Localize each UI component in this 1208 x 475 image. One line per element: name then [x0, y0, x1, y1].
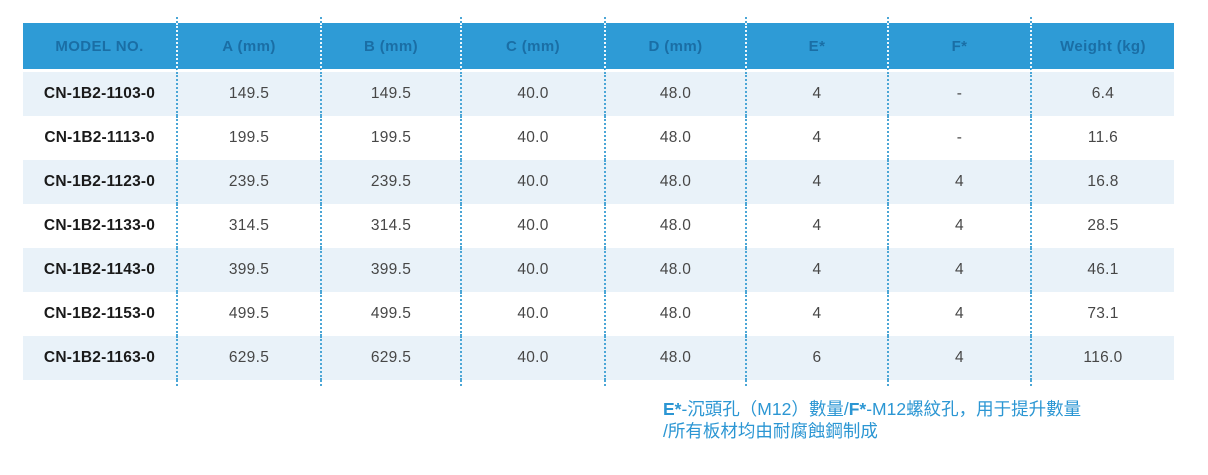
cell-b: 399.5	[320, 248, 460, 292]
divider-overhang-top	[23, 17, 1174, 23]
cell-b: 199.5	[320, 116, 460, 160]
col-header-c: C (mm)	[460, 23, 604, 72]
col-header-f: F*	[887, 23, 1030, 72]
cell-f: -	[887, 72, 1030, 116]
cell-c: 40.0	[460, 336, 604, 380]
table-row: CN-1B2-1143-0 399.5 399.5 40.0 48.0 4 4 46.1	[23, 248, 1174, 292]
table-row: CN-1B2-1123-0 239.5 239.5 40.0 48.0 4 4 16.8	[23, 160, 1174, 204]
cell-b: 149.5	[320, 72, 460, 116]
col-header-weight: Weight (kg)	[1030, 23, 1174, 72]
footnote-line2: /所有板材均由耐腐蝕鋼制成	[663, 420, 878, 441]
divider-dot	[604, 380, 745, 386]
cell-a: 629.5	[176, 336, 320, 380]
cell-d: 48.0	[604, 160, 745, 204]
divider-dot	[887, 380, 1030, 386]
divider-dot	[1030, 17, 1174, 23]
cell-a: 314.5	[176, 204, 320, 248]
footnote-e-text: -沉頭孔（M12）數量/	[681, 399, 849, 419]
cell-weight: 11.6	[1030, 116, 1174, 160]
divider-dot	[1030, 380, 1174, 386]
cell-b: 239.5	[320, 160, 460, 204]
footnote-e-label: E*	[663, 399, 682, 419]
cell-a: 499.5	[176, 292, 320, 336]
footnote: E*-沉頭孔（M12）數量/F*-M12螺紋孔，用于提升數量 /所有板材均由耐腐…	[663, 399, 1183, 442]
footnote-line1: E*-沉頭孔（M12）數量/F*-M12螺紋孔，用于提升數量	[663, 399, 1081, 419]
divider-dot	[745, 380, 887, 386]
model-cell: CN-1B2-1143-0	[23, 248, 176, 292]
table-row: CN-1B2-1153-0 499.5 499.5 40.0 48.0 4 4 73.1	[23, 292, 1174, 336]
cell-e: 4	[745, 292, 887, 336]
table-row: CN-1B2-1103-0 149.5 149.5 40.0 48.0 4-6.4	[23, 72, 1174, 116]
footnote-f-label: F*	[848, 399, 867, 419]
divider-dot	[887, 17, 1030, 23]
cell-d: 48.0	[604, 336, 745, 380]
cell-a: 199.5	[176, 116, 320, 160]
divider-dot	[604, 17, 745, 23]
cell-c: 40.0	[460, 160, 604, 204]
col-header-e: E*	[745, 23, 887, 72]
col-header-a: A (mm)	[176, 23, 320, 72]
table-row: CN-1B2-1113-0 199.5 199.5 40.0 48.0 4-11.6	[23, 116, 1174, 160]
divider-overhang-bottom	[23, 380, 1174, 386]
cell-b: 629.5	[320, 336, 460, 380]
divider-dot	[23, 380, 176, 386]
cell-d: 48.0	[604, 292, 745, 336]
model-cell: CN-1B2-1153-0	[23, 292, 176, 336]
cell-d: 48.0	[604, 204, 745, 248]
cell-f: -	[887, 116, 1030, 160]
cell-e: 4	[745, 160, 887, 204]
footnote-f-text: -M12螺紋孔，用于提升數量	[866, 399, 1082, 419]
col-header-model: MODEL NO.	[23, 23, 176, 72]
cell-c: 40.0	[460, 292, 604, 336]
divider-dot	[176, 380, 320, 386]
model-cell: CN-1B2-1123-0	[23, 160, 176, 204]
col-header-b: B (mm)	[320, 23, 460, 72]
cell-c: 40.0	[460, 72, 604, 116]
model-cell: CN-1B2-1163-0	[23, 336, 176, 380]
table-row: CN-1B2-1163-0 629.5 629.5 40.0 48.0 6 4 116.0	[23, 336, 1174, 380]
cell-a: 239.5	[176, 160, 320, 204]
cell-f: 4	[887, 248, 1030, 292]
cell-c: 40.0	[460, 204, 604, 248]
cell-f: 4	[887, 292, 1030, 336]
model-cell: CN-1B2-1113-0	[23, 116, 176, 160]
cell-d: 48.0	[604, 116, 745, 160]
cell-a: 149.5	[176, 72, 320, 116]
model-cell: CN-1B2-1133-0	[23, 204, 176, 248]
cell-e: 4	[745, 72, 887, 116]
cell-f: 4	[887, 204, 1030, 248]
divider-dot	[460, 17, 604, 23]
cell-b: 499.5	[320, 292, 460, 336]
cell-weight: 28.5	[1030, 204, 1174, 248]
cell-weight: 6.4	[1030, 72, 1174, 116]
cell-d: 48.0	[604, 72, 745, 116]
cell-weight: 73.1	[1030, 292, 1174, 336]
divider-dot	[176, 17, 320, 23]
cell-c: 40.0	[460, 248, 604, 292]
table-header-row: MODEL NO. A (mm) B (mm) C (mm) D (mm) E* F* Wei…	[23, 23, 1174, 72]
divider-dot	[320, 17, 460, 23]
divider-dot	[745, 17, 887, 23]
cell-weight: 116.0	[1030, 336, 1174, 380]
cell-f: 4	[887, 336, 1030, 380]
cell-c: 40.0	[460, 116, 604, 160]
table-row: CN-1B2-1133-0 314.5 314.5 40.0 48.0 4 4 28.5	[23, 204, 1174, 248]
model-cell: CN-1B2-1103-0	[23, 72, 176, 116]
cell-b: 314.5	[320, 204, 460, 248]
cell-a: 399.5	[176, 248, 320, 292]
divider-dot	[460, 380, 604, 386]
cell-e: 6	[745, 336, 887, 380]
col-header-d: D (mm)	[604, 23, 745, 72]
divider-dot	[320, 380, 460, 386]
cell-d: 48.0	[604, 248, 745, 292]
cell-e: 4	[745, 248, 887, 292]
cell-e: 4	[745, 204, 887, 248]
cell-f: 4	[887, 160, 1030, 204]
cell-weight: 16.8	[1030, 160, 1174, 204]
cell-e: 4	[745, 116, 887, 160]
cell-weight: 46.1	[1030, 248, 1174, 292]
spec-table: MODEL NO. A (mm) B (mm) C (mm) D (mm) E* F* Wei…	[23, 17, 1174, 386]
